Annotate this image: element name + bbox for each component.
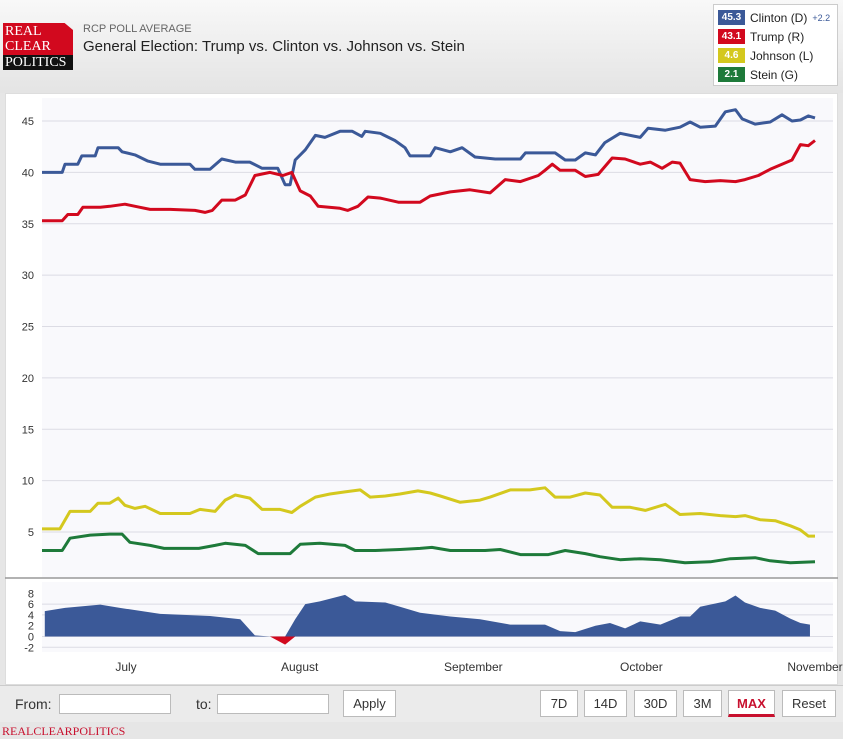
apply-button[interactable]: Apply <box>343 690 396 717</box>
range-max-button[interactable]: MAX <box>728 690 775 717</box>
legend-change: +2.2 <box>812 12 831 23</box>
footer-brand[interactable]: REALCLEARPOLITICS <box>2 724 126 738</box>
spread-area-positive <box>44 594 810 637</box>
logo-line: REAL <box>5 24 42 39</box>
from-date-input[interactable] <box>59 694 171 714</box>
range-14d-button[interactable]: 14D <box>584 690 627 717</box>
legend-item-johnson[interactable]: 4.6 Johnson (L) <box>718 46 833 65</box>
legend-label: Trump (R) <box>750 29 805 44</box>
y-tick-label: 25 <box>22 322 34 334</box>
y-tick-label: 20 <box>22 373 34 385</box>
reset-button[interactable]: Reset <box>782 690 836 717</box>
chart-title: General Election: Trump vs. Clinton vs. … <box>83 38 465 55</box>
y-tick-label: 35 <box>22 219 34 231</box>
series-line-johnson <box>42 486 815 538</box>
to-date-input[interactable] <box>217 694 329 714</box>
range-3m-button[interactable]: 3M <box>683 690 722 717</box>
y-tick-label: 15 <box>22 424 34 436</box>
spread-tick-label: 2 <box>28 621 34 633</box>
y-tick-label: 5 <box>28 527 34 539</box>
from-label: From: <box>15 696 52 712</box>
spread-tick-label: -2 <box>24 642 34 654</box>
series-line-clinton <box>42 108 816 187</box>
series-line-stein <box>42 532 816 565</box>
x-tick-label: October <box>620 660 663 674</box>
x-tick-label: November <box>787 660 842 674</box>
y-tick-label: 45 <box>22 116 34 128</box>
range-30d-button[interactable]: 30D <box>634 690 677 717</box>
legend-value: 43.1 <box>718 29 745 44</box>
x-tick-label: August <box>281 660 319 674</box>
legend-item-trump[interactable]: 43.1 Trump (R) <box>718 27 833 46</box>
legend-item-stein[interactable]: 2.1 Stein (G) <box>718 65 833 84</box>
legend-label: Clinton (D) <box>750 10 808 25</box>
chart-header: REAL CLEAR POLITICS RCP POLL AVERAGE Gene… <box>0 0 843 93</box>
legend-item-clinton[interactable]: 45.3 Clinton (D) +2.2 <box>718 8 833 27</box>
spread-tick-label: 8 <box>28 588 34 600</box>
legend-label: Stein (G) <box>750 67 799 82</box>
rcp-logo[interactable]: REAL CLEAR POLITICS <box>3 23 73 70</box>
series-line-trump <box>42 139 816 223</box>
x-tick-label: July <box>115 660 136 674</box>
legend-value: 45.3 <box>718 10 745 25</box>
spread-tick-label: 0 <box>28 632 34 644</box>
range-7d-button[interactable]: 7D <box>540 690 578 717</box>
to-label: to: <box>196 696 212 712</box>
spread-tick-label: 6 <box>28 599 34 611</box>
chart-subtitle: RCP POLL AVERAGE <box>83 23 192 35</box>
plot-background <box>42 98 833 578</box>
range-controls: From: to: Apply 7D 14D 30D 3M MAX Reset <box>0 685 843 722</box>
legend-label: Johnson (L) <box>750 48 814 63</box>
y-tick-label: 40 <box>22 167 34 179</box>
legend: 45.3 Clinton (D) +2.2 43.1 Trump (R) 4.6 Joh… <box>713 4 838 86</box>
y-tick-label: 10 <box>22 476 34 488</box>
y-tick-label: 30 <box>22 270 34 282</box>
spread-tick-label: 4 <box>28 610 34 622</box>
logo-line: POLITICS <box>3 55 73 70</box>
logo-line: CLEAR <box>5 39 51 54</box>
legend-value: 2.1 <box>718 67 745 82</box>
legend-value: 4.6 <box>718 48 745 63</box>
x-tick-label: September <box>444 660 503 674</box>
